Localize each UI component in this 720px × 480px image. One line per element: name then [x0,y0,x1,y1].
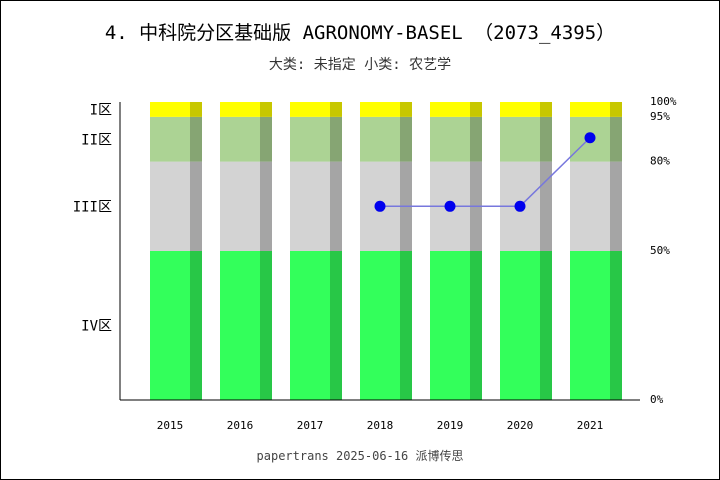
right-tick-0: 0% [650,393,664,406]
bar-shade-2018-band-0 [400,251,412,400]
series-point-2021 [584,132,596,144]
bar-shade-2015-band-2 [190,116,202,162]
x-tick-2017: 2017 [297,419,324,432]
bar-2019-band-0 [430,251,470,400]
bar-shade-2020-band-1 [540,161,552,251]
bar-shade-2016-band-3 [260,102,272,117]
bar-2020-band-2 [500,116,540,162]
x-tick-2020: 2020 [507,419,534,432]
x-tick-2019: 2019 [437,419,464,432]
bar-2015-band-1 [150,161,190,251]
series-point-2020 [514,200,526,212]
right-tick-2: 80% [650,155,670,168]
bar-2017-band-3 [290,102,330,117]
zone-label-3: I区 [90,102,112,118]
x-tick-2021: 2021 [577,419,604,432]
bar-2016-band-2 [220,116,260,162]
bar-shade-2015-band-3 [190,102,202,117]
bar-2019-band-2 [430,116,470,162]
right-ticks-group: 0% 50% 80% 95% 100% [650,95,677,406]
bar-shade-2020-band-3 [540,102,552,117]
bar-shade-2017-band-2 [330,116,342,162]
bar-shade-2020-band-0 [540,251,552,400]
bar-shade-2021-band-3 [610,102,622,117]
bars-group [150,102,622,400]
series-point-2019 [444,200,456,212]
bar-2016-band-1 [220,161,260,251]
bar-shade-2021-band-0 [610,251,622,400]
bar-shade-2018-band-2 [400,116,412,162]
x-tick-2018: 2018 [367,419,394,432]
bar-shade-2017-band-1 [330,161,342,251]
bar-shade-2021-band-1 [610,161,622,251]
axes-group [119,102,640,401]
chart-title: 4. 中科院分区基础版 AGRONOMY-BASEL （2073_4395） [104,22,616,44]
bar-shade-2017-band-3 [330,102,342,117]
bar-2018-band-3 [360,102,400,117]
bar-shade-2015-band-0 [190,251,202,400]
bar-shade-2015-band-1 [190,161,202,251]
bar-2021-band-3 [570,102,610,117]
bar-2017-band-0 [290,251,330,400]
x-tick-2015: 2015 [157,419,184,432]
zone-label-0: IV区 [81,319,112,335]
series-segment-0-3 [519,137,591,207]
bar-2018-band-0 [360,251,400,400]
series-group [374,132,596,212]
right-tick-1: 50% [650,244,670,257]
bar-2021-band-0 [570,251,610,400]
bar-2015-band-0 [150,251,190,400]
bar-shade-2017-band-0 [330,251,342,400]
bar-shade-2018-band-3 [400,102,412,117]
bar-shade-2020-band-2 [540,116,552,162]
bar-2018-band-2 [360,116,400,162]
bar-2017-band-2 [290,116,330,162]
bar-shade-2019-band-0 [470,251,482,400]
right-tick-4: 100% [650,95,677,108]
bar-2015-band-3 [150,102,190,117]
x-ticks-group: 2015 2016 2017 2018 2019 2020 2021 [157,419,604,432]
series-point-2018 [374,200,386,212]
zone-label-2: II区 [81,132,112,148]
bar-2016-band-3 [220,102,260,117]
bar-2020-band-3 [500,102,540,117]
bar-2015-band-2 [150,116,190,162]
bar-2017-band-1 [290,161,330,251]
right-tick-3: 95% [650,110,670,123]
bar-shade-2016-band-0 [260,251,272,400]
x-tick-2016: 2016 [227,419,254,432]
bar-shade-2016-band-1 [260,161,272,251]
bar-shade-2016-band-2 [260,116,272,162]
zone-labels-group: IV区 III区 II区 I区 [73,102,112,334]
zone-label-1: III区 [73,199,112,215]
bar-2020-band-0 [500,251,540,400]
bar-shade-2019-band-3 [470,102,482,117]
bar-2016-band-0 [220,251,260,400]
bar-shade-2021-band-2 [610,116,622,162]
bar-2019-band-3 [430,102,470,117]
footer-credit: papertrans 2025-06-16 派博传思 [256,449,464,463]
chart-subtitle: 大类: 未指定 小类: 农艺学 [268,57,452,73]
bar-shade-2019-band-2 [470,116,482,162]
bar-2021-band-1 [570,161,610,251]
